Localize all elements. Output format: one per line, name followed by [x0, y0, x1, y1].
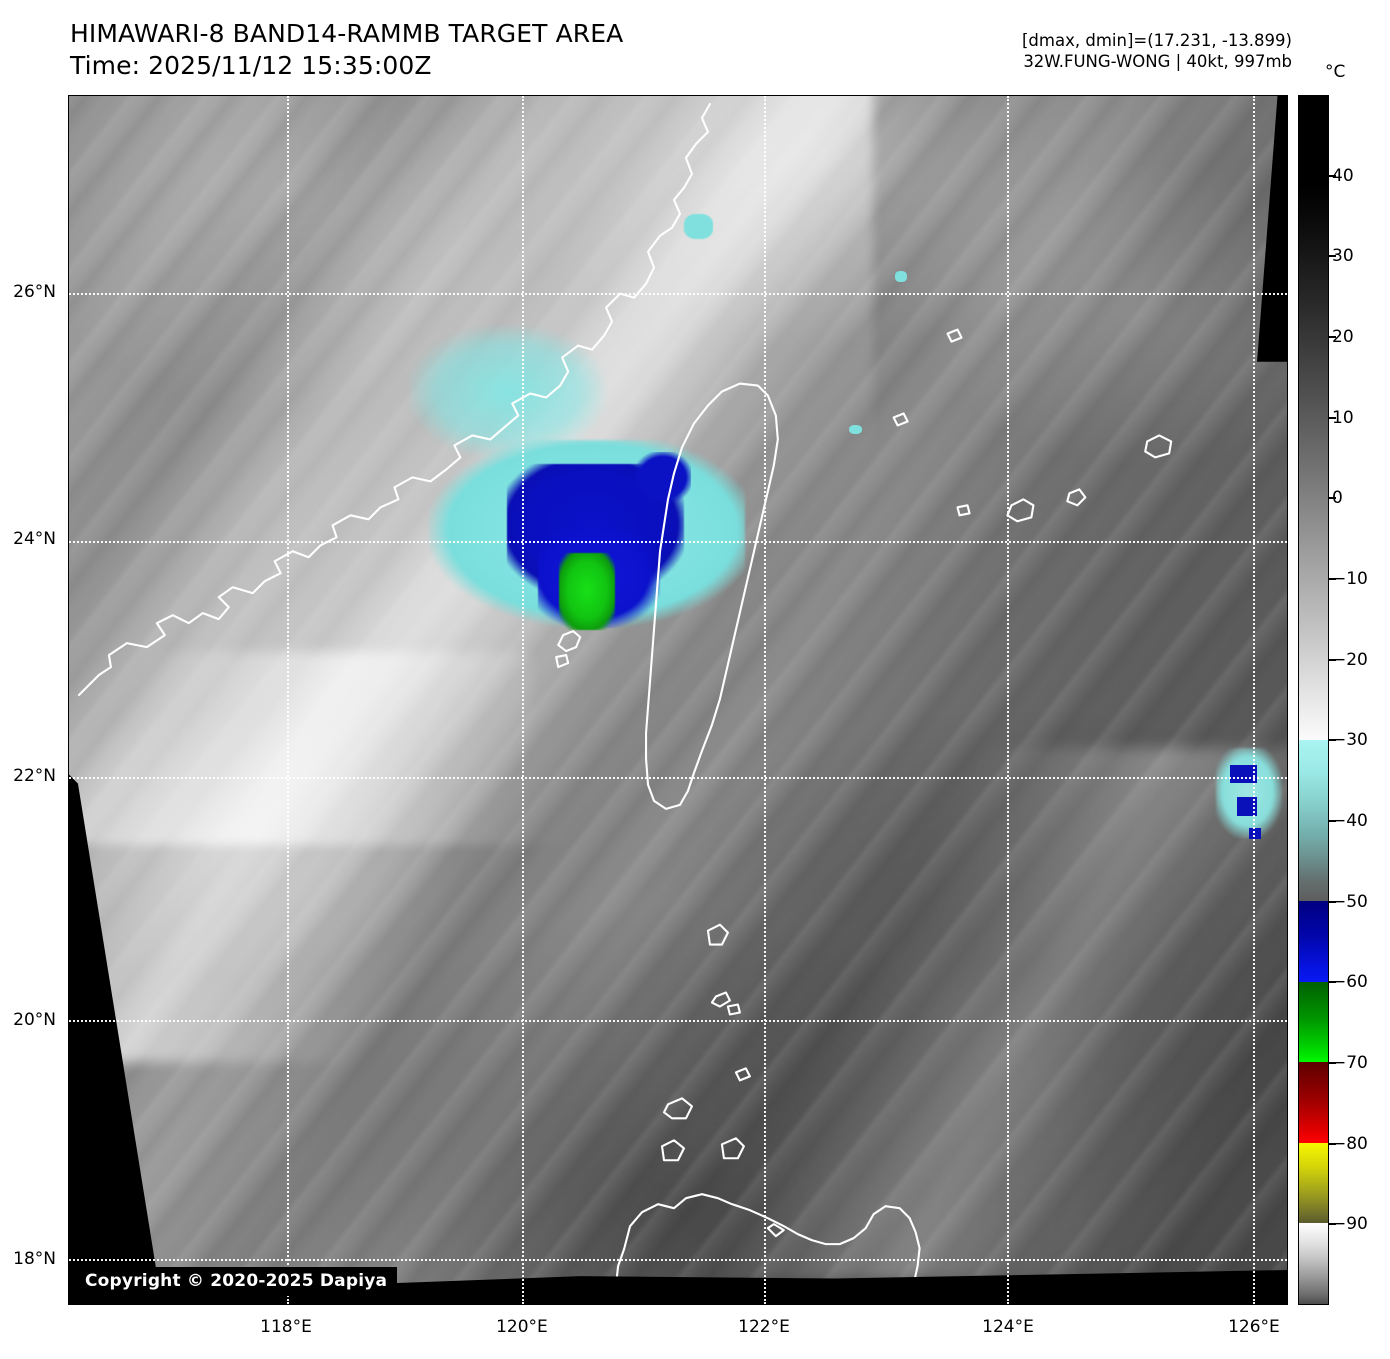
lat-tick-24: 24°N: [13, 529, 56, 550]
colorbar-tickmark--10: [1329, 578, 1336, 580]
colorbar-tickmark--20: [1329, 658, 1336, 661]
colorbar-segment-green: [1299, 981, 1328, 1063]
colorbar-segment-grayscale-warm: [1299, 96, 1328, 741]
lon-tick-118: 118°E: [260, 1317, 312, 1337]
colorbar-tickmark-40: [1329, 174, 1336, 177]
colorbar-tick-30: 30: [1332, 246, 1354, 267]
colorbar-tick-0: 0: [1332, 488, 1343, 509]
cold-cloud-blue-east-2: [1237, 796, 1257, 816]
lon-tick-124: 124°E: [982, 1317, 1034, 1337]
cold-cloud-green-core: [558, 552, 615, 630]
dmax-dmin-label: [dmax, dmin]=(17.231, -13.899): [1022, 31, 1292, 50]
lat-tick-26: 26°N: [13, 281, 56, 302]
page-title: HIMAWARI-8 BAND14-RAMMB TARGET AREA: [70, 19, 624, 48]
colorbar-tick--30: −30: [1332, 730, 1368, 751]
colorbar-segment-cyan: [1299, 740, 1328, 902]
colorbar-tick-10: 10: [1332, 407, 1354, 428]
colorbar-tickmark--80: [1329, 1142, 1336, 1145]
lon-tick-126: 126°E: [1228, 1317, 1280, 1337]
colorbar-tick--60: −60: [1332, 972, 1368, 993]
colorbar-tickmark-30: [1329, 255, 1336, 258]
colorbar-segment-red: [1299, 1062, 1328, 1143]
colorbar-tick-20: 20: [1332, 327, 1354, 347]
storm-info-label: 32W.FUNG-WONG | 40kt, 997mb: [1023, 52, 1292, 72]
cold-cloud-blue-lobe: [635, 452, 692, 504]
lat-tick-22: 22°N: [13, 765, 56, 786]
cold-cloud-cyan-dot-a: [684, 214, 714, 239]
cold-cloud-blue-east-3: [1249, 828, 1262, 839]
colorbar[interactable]: [1298, 95, 1329, 1305]
colorbar-unit-label: °C: [1325, 62, 1346, 82]
cold-cloud-cyan-northwest: [410, 325, 605, 459]
colorbar-tick--20: −20: [1332, 649, 1368, 670]
colorbar-tickmark--90: [1329, 1223, 1336, 1226]
colorbar-tick--10: −10: [1332, 569, 1368, 589]
colorbar-tick--50: −50: [1332, 891, 1368, 912]
colorbar-segment-coldest: [1299, 1223, 1328, 1304]
plot-inner: [69, 96, 1287, 1304]
copyright-label: Copyright © 2020-2025 Dapiya: [77, 1267, 398, 1296]
colorbar-tickmark-10: [1329, 416, 1336, 419]
cold-cloud-cyan-east-cell: [1216, 748, 1283, 838]
lon-tick-122: 122°E: [738, 1317, 790, 1337]
colorbar-tickmark--40: [1329, 820, 1336, 822]
colorbar-tickmark--70: [1329, 1062, 1336, 1064]
coastline-overlay: [77, 102, 1173, 1304]
cold-cloud-cyan-dot-c: [848, 424, 862, 435]
colorbar-tick--40: −40: [1332, 811, 1368, 831]
colorbar-tick--90: −90: [1332, 1214, 1368, 1235]
lat-tick-20: 20°N: [13, 1010, 56, 1030]
colorbar-tickmark--30: [1329, 739, 1336, 742]
satellite-image-plot[interactable]: Copyright © 2020-2025 Dapiya: [68, 95, 1288, 1305]
southeast-cloud-band: [702, 748, 1287, 1280]
cold-cloud-cyan-dot-b: [894, 271, 907, 283]
lat-tick-18: 18°N: [13, 1248, 56, 1269]
colorbar-segment-blue: [1299, 901, 1328, 982]
secondary-cloud-band: [69, 651, 532, 1063]
colorbar-tickmark--50: [1329, 900, 1336, 903]
timestamp-label: Time: 2025/11/12 15:35:00Z: [70, 51, 432, 80]
colorbar-tickmark-20: [1329, 336, 1336, 338]
header-title-block: HIMAWARI-8 BAND14-RAMMB TARGET AREA Time…: [70, 18, 623, 82]
colorbar-tick--80: −80: [1332, 1133, 1368, 1154]
colorbar-tickmark--60: [1329, 981, 1336, 984]
colorbar-tick-40: 40: [1332, 165, 1354, 186]
colorbar-tickmark-0: [1329, 497, 1336, 500]
lon-tick-120: 120°E: [496, 1317, 548, 1337]
colorbar-segment-yellow: [1299, 1142, 1328, 1224]
colorbar-tick--70: −70: [1332, 1053, 1368, 1073]
header-meta-block: [dmax, dmin]=(17.231, -13.899) 32W.FUNG-…: [1022, 30, 1292, 73]
